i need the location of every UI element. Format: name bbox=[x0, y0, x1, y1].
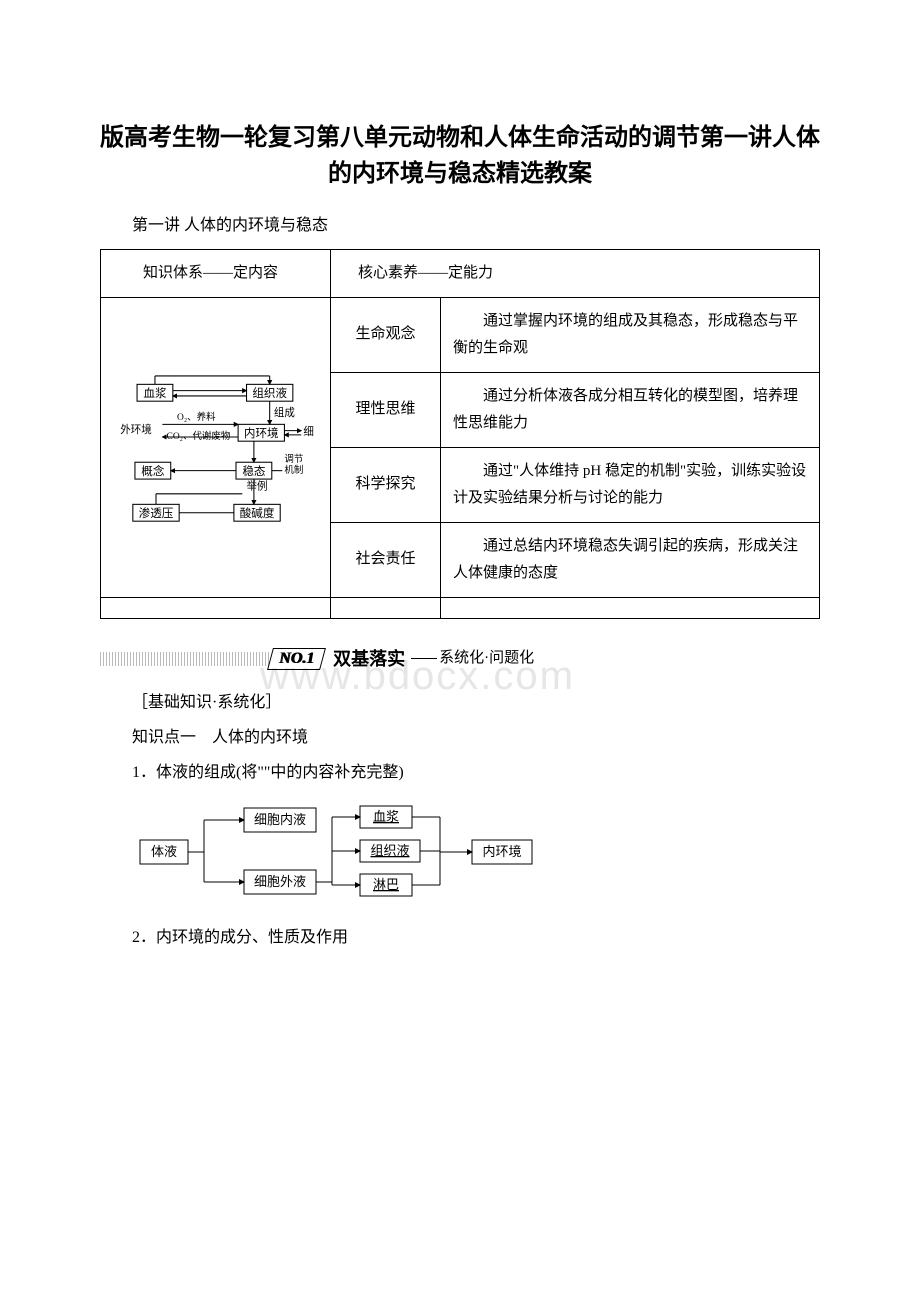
section-banner: NO.1 双基落实 系统化·问题化 bbox=[100, 643, 820, 675]
banner-line bbox=[411, 658, 437, 659]
svg-text:调节: 调节 bbox=[284, 454, 303, 465]
banner-hatch bbox=[100, 652, 270, 666]
svg-text:体液: 体液 bbox=[151, 844, 177, 859]
svg-text:举例: 举例 bbox=[246, 479, 267, 492]
svg-text:内环境: 内环境 bbox=[482, 844, 521, 859]
banner-sub: 系统化·问题化 bbox=[439, 645, 534, 672]
basics-heading: ［基础知识·系统化］ bbox=[100, 689, 820, 718]
concept-map: 血浆 组织液 内环境 概念 稳态 渗透压 酸碱度 组成 bbox=[116, 365, 316, 530]
svg-text:机制: 机制 bbox=[284, 464, 303, 476]
svg-text:稳态: 稳态 bbox=[242, 464, 266, 478]
flow-diagram: 体液 细胞内液 细胞外液 血浆 组织液 淋巴 内环境 bbox=[132, 798, 552, 908]
svg-text:渗透压: 渗透压 bbox=[138, 506, 173, 520]
doc-title: 版高考生物一轮复习第八单元动物和人体生命活动的调节第一讲人体的内环境与稳态精选教… bbox=[100, 120, 820, 192]
svg-text:淋巴: 淋巴 bbox=[373, 877, 399, 892]
svg-text:组织液: 组织液 bbox=[252, 386, 287, 400]
row2-name: 理性思维 bbox=[331, 372, 441, 447]
banner-no: NO.1 bbox=[279, 645, 314, 674]
banner-no-box: NO.1 bbox=[267, 648, 326, 670]
svg-text:CO₂、代谢废物: CO₂、代谢废物 bbox=[166, 430, 230, 442]
flow-diagram-wrap: 体液 细胞内液 细胞外液 血浆 组织液 淋巴 内环境 bbox=[132, 798, 820, 908]
row3-desc: 通过"人体维持 pH 稳定的机制"实验，训练实验设计及实验结果分析与讨论的能力 bbox=[441, 447, 820, 522]
th-right: 核心素养——定能力 bbox=[331, 249, 820, 297]
svg-text:内环境: 内环境 bbox=[243, 426, 278, 440]
kp1-item1: 1．体液的组成(将""中的内容补充完整) bbox=[100, 759, 820, 788]
subtitle: 第一讲 人体的内环境与稳态 bbox=[100, 212, 820, 241]
empty-row bbox=[101, 597, 820, 618]
svg-text:O₂、养料: O₂、养料 bbox=[177, 411, 216, 423]
kp1-item2: 2．内环境的成分、性质及作用 bbox=[100, 924, 820, 953]
core-table: 知识体系——定内容 核心素养——定能力 血浆 组织液 内环境 bbox=[100, 249, 820, 619]
banner-main: 双基落实 bbox=[333, 643, 405, 675]
svg-text:外环境: 外环境 bbox=[120, 423, 152, 436]
svg-text:组成: 组成 bbox=[273, 406, 295, 419]
concept-map-cell: 血浆 组织液 内环境 概念 稳态 渗透压 酸碱度 组成 bbox=[101, 297, 331, 597]
svg-text:细胞内液: 细胞内液 bbox=[254, 812, 306, 827]
svg-text:组织液: 组织液 bbox=[370, 843, 409, 858]
svg-text:细: 细 bbox=[303, 425, 314, 438]
row1-desc: 通过掌握内环境的组成及其稳态，形成稳态与平衡的生命观 bbox=[441, 297, 820, 372]
kp1-heading: 知识点一 人体的内环境 bbox=[100, 724, 820, 753]
svg-text:酸碱度: 酸碱度 bbox=[239, 506, 274, 520]
row4-desc: 通过总结内环境稳态失调引起的疾病，形成关注人体健康的态度 bbox=[441, 522, 820, 597]
row2-desc: 通过分析体液各成分相互转化的模型图，培养理性思维能力 bbox=[441, 372, 820, 447]
th-left: 知识体系——定内容 bbox=[101, 249, 331, 297]
row1-name: 生命观念 bbox=[331, 297, 441, 372]
svg-text:概念: 概念 bbox=[141, 464, 165, 478]
svg-text:血浆: 血浆 bbox=[373, 809, 399, 824]
svg-text:血浆: 血浆 bbox=[143, 386, 167, 400]
row4-name: 社会责任 bbox=[331, 522, 441, 597]
row3-name: 科学探究 bbox=[331, 447, 441, 522]
svg-text:细胞外液: 细胞外液 bbox=[254, 874, 306, 889]
